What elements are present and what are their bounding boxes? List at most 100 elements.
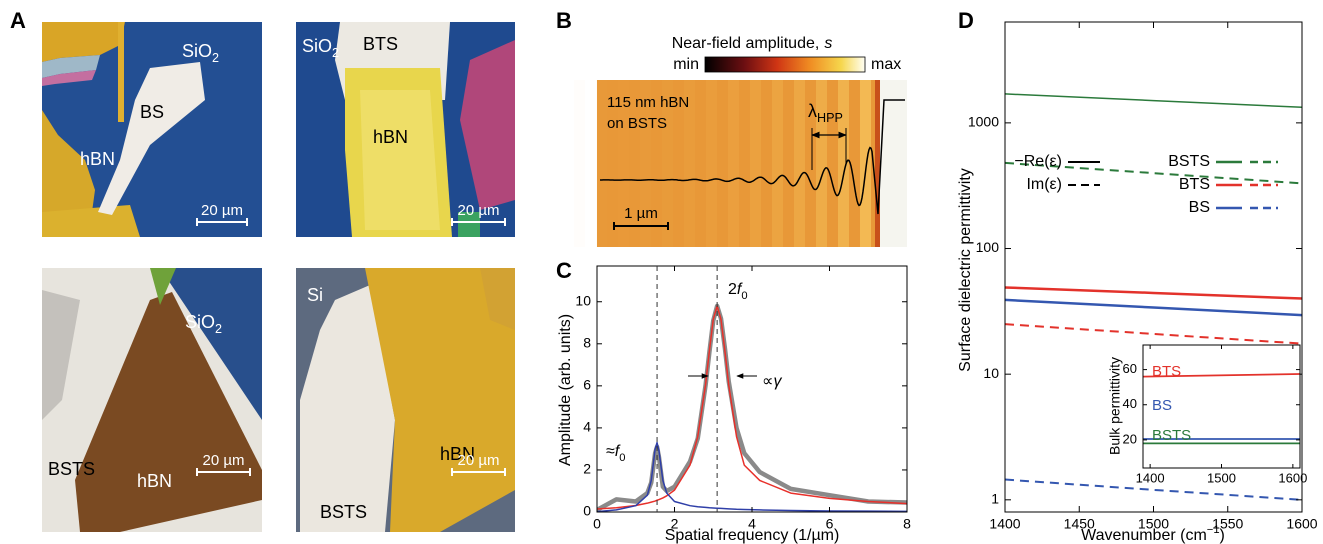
fringe: [640, 80, 651, 247]
sample-label: 115 nm hBN: [607, 94, 689, 111]
x-tick-label: 1550: [1212, 516, 1243, 532]
series-line: [597, 441, 907, 512]
legend-label: Im(ε): [1026, 176, 1062, 193]
y-tick-label: 8: [583, 334, 591, 350]
x-tick-label: 8: [903, 516, 911, 532]
y-axis-label: Surface dielectric permittivity: [957, 168, 974, 372]
annotation-symbol: f: [737, 281, 743, 298]
series-line: [597, 305, 907, 510]
x-tick-label: 6: [826, 516, 834, 532]
panel-label: A: [10, 8, 26, 33]
colorbar-max: max: [871, 56, 901, 73]
micrograph: [296, 268, 515, 532]
plot-area: [1005, 93, 1302, 501]
y-axis-label: Bulk permittivity: [1107, 357, 1123, 455]
x-axis-label-sup: −1: [1207, 524, 1220, 536]
fringe: [772, 80, 783, 247]
scale-bar-label: 1 µm: [624, 205, 658, 222]
y-tick-label: 2: [583, 461, 591, 477]
material-label: hBN: [373, 127, 408, 147]
series-line: [1143, 373, 1300, 378]
material-label: hBN: [137, 471, 172, 491]
material-label: hBN: [80, 149, 115, 169]
material-label: Si: [307, 285, 323, 305]
legend-label: BSTS: [1168, 153, 1210, 170]
series-label: BS: [1152, 397, 1172, 414]
annotation-prefix: ∝: [762, 373, 773, 390]
label-text: BS: [140, 102, 164, 122]
annotation: ∝γ: [762, 373, 782, 390]
plot-background: [1143, 345, 1300, 468]
x-axis-label-text: Wavenumber (cm: [1081, 527, 1207, 544]
wavelength-label: λHPP: [808, 101, 843, 126]
label-text: hBN: [373, 127, 408, 147]
annotation: ≈f0: [606, 443, 625, 464]
x-tick-label: 4: [748, 516, 756, 532]
material-label: BSTS: [320, 502, 367, 522]
label-text: BSTS: [320, 502, 367, 522]
y-tick-label: 20: [1123, 431, 1137, 446]
series-line: [1005, 298, 1302, 317]
annotation-symbol: f: [615, 443, 621, 460]
series-line-im: [1005, 478, 1302, 501]
material-label: SiO2: [302, 36, 339, 61]
fringe: [816, 80, 827, 247]
scale-bar-label: 20 µm: [203, 452, 245, 469]
series-line: [597, 303, 907, 512]
series-line-im: [1005, 161, 1302, 185]
material-label: BSTS: [48, 459, 95, 479]
y-tick-label: 10: [983, 365, 999, 381]
wavelength-symbol: λ: [808, 101, 817, 121]
label-text: hBN: [137, 471, 172, 491]
x-tick-label: 1500: [1138, 516, 1169, 532]
x-tick-label: 1400: [989, 516, 1020, 532]
near-field-image: [597, 80, 907, 247]
fringe: [706, 80, 717, 247]
x-axis-label: Wavenumber (cm−1): [1081, 524, 1225, 544]
material-label: SiO2: [185, 312, 222, 337]
legend-label: −Re(ε): [1014, 153, 1062, 170]
panel-label: C: [556, 258, 572, 283]
colorbar: [704, 56, 866, 73]
series-label: BTS: [1152, 363, 1181, 380]
x-tick-label: 1600: [1286, 516, 1317, 532]
material-label: BS: [140, 102, 164, 122]
label-subscript: 2: [332, 46, 339, 60]
micrograph: [296, 22, 515, 237]
annotation-prefix: 2: [728, 281, 737, 298]
colorbar-min: min: [673, 56, 699, 73]
scale-bar-label: 20 µm: [458, 202, 500, 219]
label-text: hBN: [440, 444, 475, 464]
label-subscript: 2: [212, 51, 219, 65]
x-tick-label: 0: [593, 516, 601, 532]
x-tick-label: 1600: [1278, 470, 1307, 485]
legend-label: BS: [1189, 199, 1210, 216]
x-tick-label: 1500: [1207, 470, 1236, 485]
series-line: [1005, 93, 1302, 109]
plot-frame: [1004, 21, 1303, 513]
plot-area: [597, 303, 907, 512]
scale-bar-label: 20 µm: [458, 452, 500, 469]
y-tick-label: 1000: [968, 114, 999, 130]
label-text: BSTS: [48, 459, 95, 479]
annotation-subscript: 0: [741, 290, 747, 302]
fringe: [662, 80, 673, 247]
annotation-prefix: ≈: [606, 443, 615, 460]
label-text: hBN: [80, 149, 115, 169]
y-tick-label: 4: [583, 419, 591, 435]
fringe: [728, 80, 739, 247]
fringe: [838, 80, 849, 247]
colorbar-title: Near-field amplitude, s: [672, 35, 833, 52]
y-tick-label: 6: [583, 377, 591, 393]
material-label: SiO2: [182, 41, 219, 66]
colorbar-title-symbol: s: [824, 35, 832, 52]
x-axis-label: Spatial frequency (1/µm): [665, 527, 840, 544]
plot-frame: [596, 265, 908, 513]
label-subscript: 2: [215, 322, 222, 336]
legend-label: BTS: [1179, 176, 1210, 193]
y-tick-label: 10: [575, 292, 591, 308]
fringe: [618, 80, 629, 247]
fringe: [750, 80, 761, 247]
series-line-im: [1005, 323, 1302, 345]
sample-label: on BSTS: [607, 115, 667, 132]
